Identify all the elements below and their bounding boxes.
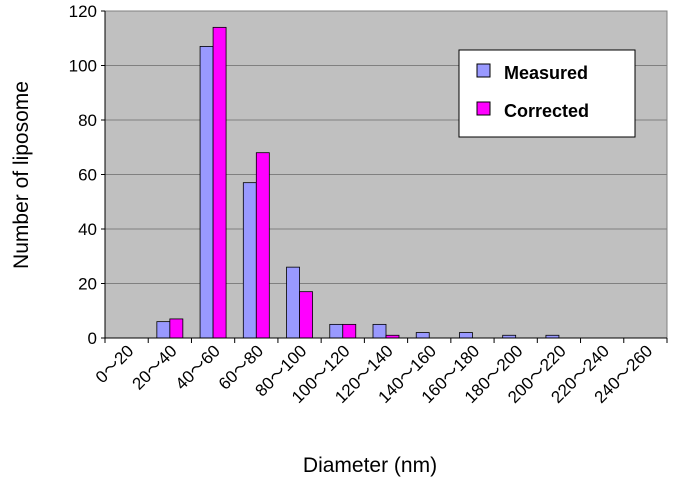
legend-swatch-corrected xyxy=(476,101,491,116)
bar-measured-7 xyxy=(415,332,430,339)
x-axis-title: Diameter (nm) xyxy=(303,454,437,477)
bar-measured-4 xyxy=(286,266,300,339)
legend-label-measured: Measured xyxy=(504,63,588,83)
bar-measured-6 xyxy=(372,323,387,339)
bar-measured-1 xyxy=(156,321,171,339)
x-tick-label: 40〜60 xyxy=(172,341,224,393)
bar-measured-5 xyxy=(329,323,344,339)
x-tick-label: 20〜40 xyxy=(128,341,180,393)
bar-measured-2 xyxy=(199,46,214,339)
x-tick-labels: 0〜2020〜4040〜6060〜8080〜100100〜120120〜1401… xyxy=(92,338,668,407)
bar-corrected-1 xyxy=(169,318,184,339)
y-tick-label: 20 xyxy=(78,275,97,294)
y-axis-title: Number of liposome xyxy=(10,81,33,269)
bar-corrected-4 xyxy=(299,291,313,339)
y-tick-label: 40 xyxy=(78,220,97,239)
y-tick-label: 0 xyxy=(88,329,97,348)
bar-corrected-2 xyxy=(212,26,227,339)
legend-swatch-measured xyxy=(476,63,491,78)
bar-corrected-5 xyxy=(342,323,357,339)
bar-measured-3 xyxy=(242,182,257,339)
bars xyxy=(156,26,560,339)
legend-label-corrected: Corrected xyxy=(504,101,589,121)
bar-corrected-3 xyxy=(255,152,270,339)
y-tick-label: 120 xyxy=(69,2,97,21)
y-tick-label: 100 xyxy=(69,57,97,76)
legend: Measured Corrected xyxy=(458,49,636,138)
y-tick-labels: 0 20 40 60 80 100 120 xyxy=(69,2,105,348)
bar-measured-8 xyxy=(459,332,473,339)
y-tick-label: 60 xyxy=(78,166,97,185)
y-tick-label: 80 xyxy=(78,111,97,130)
